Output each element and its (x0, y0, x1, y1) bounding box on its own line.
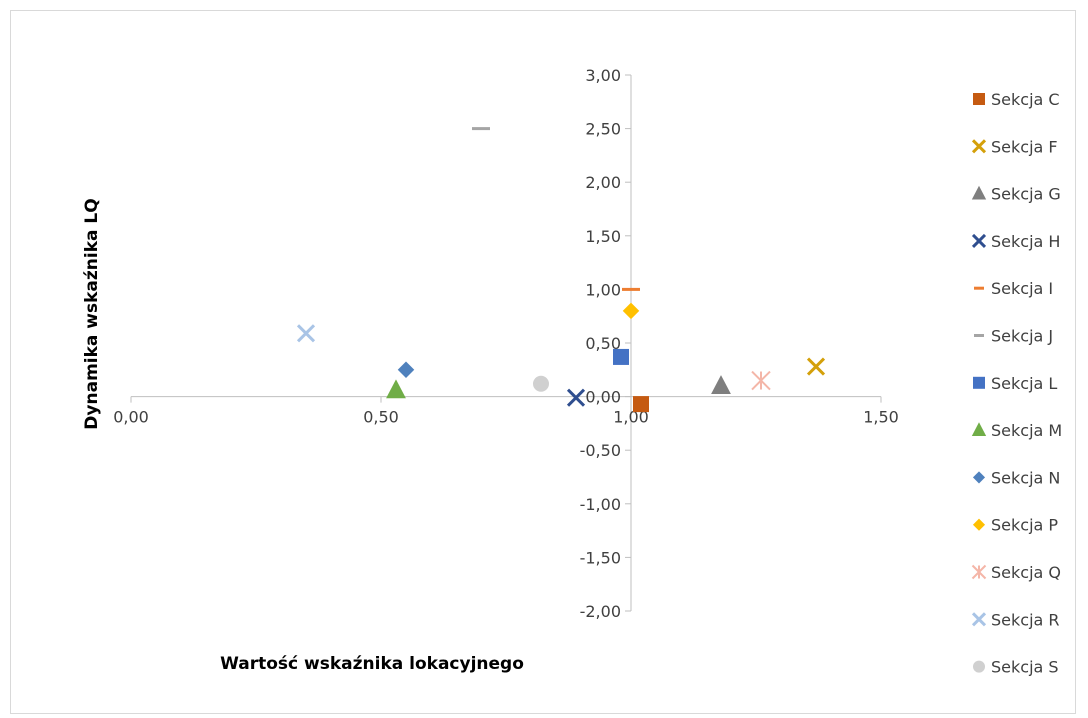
legend-item-sekcja-p: Sekcja P (972, 516, 1058, 535)
legend-item-sekcja-m: Sekcja M (971, 421, 1062, 440)
y-tick-label: -0,50 (580, 441, 621, 460)
point-sekcja-q (751, 370, 771, 391)
legend-label: Sekcja G (991, 185, 1061, 204)
data-points (296, 127, 826, 413)
legend-marker (972, 471, 986, 484)
point-sekcja-p (622, 302, 640, 320)
legend-marker (972, 518, 986, 531)
y-axis-title: Dynamika wskaźnika LQ (82, 198, 102, 429)
legend-label: Sekcja S (991, 658, 1059, 677)
legend-item-sekcja-c: Sekcja C (973, 90, 1060, 109)
tick-labels: 0,00 0,50 1,00 1,50 3,00 2,50 2,00 1,50 1,00 0,50… (113, 66, 899, 621)
x-tick-label: 1,00 (613, 408, 649, 427)
legend-label: Sekcja C (991, 90, 1060, 109)
point-sekcja-h (566, 388, 586, 407)
legend-label: Sekcja N (991, 468, 1060, 487)
y-tick-label: 1,50 (585, 227, 621, 246)
legend-item-sekcja-g: Sekcja G (971, 185, 1061, 204)
y-tick-label: 2,00 (585, 173, 621, 192)
legend-item-sekcja-i: Sekcja I (974, 279, 1053, 298)
y-tick-label: -1,50 (580, 548, 621, 567)
y-tick-label: 0,00 (585, 388, 621, 407)
point-sekcja-f (806, 357, 826, 376)
x-tick-label: 0,00 (113, 408, 149, 427)
legend-label: Sekcja Q (991, 563, 1061, 582)
legend: Sekcja C Sekcja F Sekcja G Sekcja H Sekcja I… (971, 90, 1062, 677)
legend-marker (971, 612, 987, 627)
point-sekcja-g (711, 375, 731, 394)
legend-marker (971, 185, 987, 200)
legend-item-sekcja-r: Sekcja R (971, 610, 1060, 629)
legend-label: Sekcja F (991, 137, 1058, 156)
legend-item-sekcja-j: Sekcja J (974, 327, 1053, 346)
x-tick-label: 1,50 (863, 408, 899, 427)
y-tick-label: -2,00 (580, 602, 621, 621)
legend-marker (973, 660, 985, 673)
legend-marker (973, 93, 985, 105)
legend-item-sekcja-s: Sekcja S (973, 658, 1059, 677)
legend-label: Sekcja J (991, 327, 1053, 346)
point-sekcja-n (397, 361, 415, 379)
point-sekcja-m (386, 379, 406, 399)
legend-item-sekcja-h: Sekcja H (971, 232, 1060, 251)
legend-marker (971, 564, 987, 580)
legend-item-sekcja-l: Sekcja L (973, 374, 1057, 393)
point-sekcja-c (633, 396, 649, 413)
y-tick-label: -1,00 (580, 495, 621, 514)
x-axis-title: Wartość wskaźnika lokacyjnego (220, 654, 524, 674)
legend-marker (971, 233, 987, 248)
legend-label: Sekcja R (991, 610, 1060, 629)
y-tick-label: 2,50 (585, 120, 621, 139)
legend-marker (974, 334, 984, 337)
point-sekcja-j (472, 127, 490, 131)
y-tick-label: 3,00 (585, 66, 621, 85)
legend-marker (974, 286, 984, 290)
legend-marker (973, 376, 985, 389)
point-sekcja-i (622, 287, 640, 291)
legend-item-sekcja-q: Sekcja Q (971, 563, 1061, 582)
legend-item-sekcja-n: Sekcja N (972, 468, 1060, 487)
y-tick-label: 1,00 (585, 280, 621, 299)
legend-label: Sekcja M (991, 421, 1062, 440)
y-tick-label: 0,50 (585, 334, 621, 353)
point-sekcja-r (296, 324, 316, 343)
point-sekcja-s (533, 375, 549, 392)
x-tick-label: 0,50 (363, 408, 399, 427)
point-sekcja-l (613, 348, 629, 365)
legend-marker (971, 422, 987, 436)
legend-item-sekcja-f: Sekcja F (971, 137, 1058, 156)
legend-label: Sekcja I (991, 279, 1053, 298)
chart-frame: 0,00 0,50 1,00 1,50 3,00 2,50 2,00 1,50 1,00 0,50… (10, 10, 1076, 714)
scatter-chart: 0,00 0,50 1,00 1,50 3,00 2,50 2,00 1,50 1,00 0,50… (82, 66, 1062, 677)
legend-label: Sekcja P (991, 516, 1058, 535)
axes (130, 74, 882, 612)
legend-label: Sekcja L (991, 374, 1057, 393)
legend-marker (971, 139, 987, 154)
legend-label: Sekcja H (991, 232, 1060, 251)
